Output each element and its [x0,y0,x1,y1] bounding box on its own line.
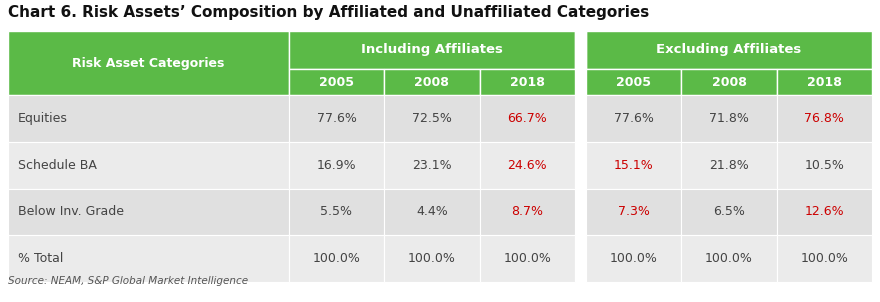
Text: 100.0%: 100.0% [610,252,657,265]
Text: 6.5%: 6.5% [713,205,744,218]
Bar [777,95,872,142]
Text: 15.1%: 15.1% [613,159,654,172]
Bar [8,188,289,235]
Text: 8.7%: 8.7% [511,205,543,218]
Text: % Total: % Total [18,252,63,265]
Text: 100.0%: 100.0% [801,252,848,265]
Bar [8,31,289,95]
Bar [586,142,681,188]
Bar [289,31,575,69]
Text: 23.1%: 23.1% [412,159,451,172]
Bar [777,142,872,188]
Text: 2008: 2008 [414,76,450,88]
Bar [385,235,480,282]
Text: 77.6%: 77.6% [613,112,654,125]
Text: 10.5%: 10.5% [804,159,844,172]
Text: 12.6%: 12.6% [804,205,844,218]
Text: 4.4%: 4.4% [416,205,448,218]
Text: Risk Asset Categories: Risk Asset Categories [72,56,224,69]
Bar [289,95,385,142]
Text: 100.0%: 100.0% [503,252,551,265]
Text: 5.5%: 5.5% [320,205,353,218]
Text: 24.6%: 24.6% [508,159,547,172]
Bar [575,31,586,95]
Text: 66.7%: 66.7% [508,112,547,125]
Bar [480,235,575,282]
Bar [586,31,872,69]
Bar [385,95,480,142]
Bar [681,235,777,282]
Text: 72.5%: 72.5% [412,112,451,125]
Text: 77.6%: 77.6% [317,112,356,125]
Bar [8,235,289,282]
Bar [681,95,777,142]
Text: Schedule BA: Schedule BA [18,159,97,172]
Bar [586,235,681,282]
Bar [575,95,586,142]
Text: Chart 6. Risk Assets’ Composition by Affiliated and Unaffiliated Categories: Chart 6. Risk Assets’ Composition by Aff… [8,5,649,20]
Bar [575,188,586,235]
Bar [385,69,480,95]
Bar [586,95,681,142]
Bar [777,69,872,95]
Bar [681,69,777,95]
Text: Including Affiliates: Including Affiliates [361,43,502,56]
Text: 16.9%: 16.9% [317,159,356,172]
Text: 100.0%: 100.0% [705,252,753,265]
Text: Excluding Affiliates: Excluding Affiliates [656,43,802,56]
Bar [575,142,586,188]
Bar [480,142,575,188]
Text: 71.8%: 71.8% [709,112,749,125]
Bar [480,95,575,142]
Bar [480,69,575,95]
Bar [586,188,681,235]
Bar [586,69,681,95]
Text: 2018: 2018 [510,76,545,88]
Text: 100.0%: 100.0% [312,252,361,265]
Text: Equities: Equities [18,112,68,125]
Bar [575,235,586,282]
Text: 7.3%: 7.3% [618,205,649,218]
Bar [289,69,385,95]
Bar [480,188,575,235]
Text: 100.0%: 100.0% [408,252,456,265]
Bar [385,142,480,188]
Text: 21.8%: 21.8% [709,159,749,172]
Text: 2018: 2018 [807,76,842,88]
Text: 2005: 2005 [616,76,651,88]
Bar [777,188,872,235]
Bar [8,142,289,188]
Bar [385,188,480,235]
Bar [289,142,385,188]
Text: Below Inv. Grade: Below Inv. Grade [18,205,124,218]
Bar [681,188,777,235]
Text: 2008: 2008 [712,76,746,88]
Bar [777,235,872,282]
Bar [8,95,289,142]
Bar [289,235,385,282]
Text: 76.8%: 76.8% [804,112,844,125]
Text: 2005: 2005 [319,76,354,88]
Bar [681,142,777,188]
Text: Source: NEAM, S&P Global Market Intelligence: Source: NEAM, S&P Global Market Intellig… [8,276,248,286]
Bar [289,188,385,235]
